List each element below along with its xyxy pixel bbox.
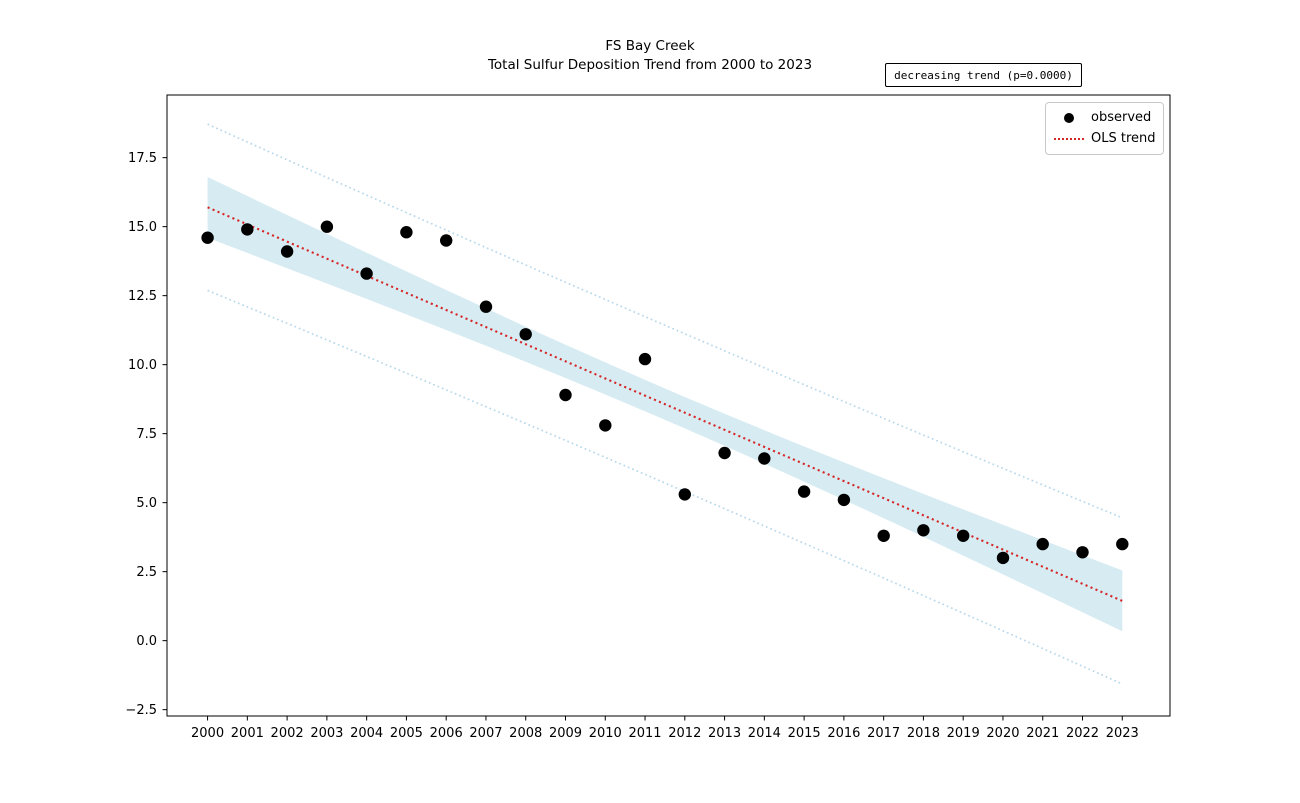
ols-trend-line — [207, 206, 1123, 602]
y-tick-label: 0.0 — [136, 634, 157, 649]
observed-point — [599, 419, 612, 432]
x-tick-label: 2009 — [549, 726, 582, 741]
y-tick-label: 2.5 — [136, 565, 157, 580]
y-tick-label: 15.0 — [128, 220, 157, 235]
legend: observed OLS trend — [1045, 102, 1164, 155]
x-tick-label: 2017 — [867, 726, 900, 741]
y-tick-label: 7.5 — [136, 427, 157, 442]
y-tick-label: 10.0 — [128, 358, 157, 373]
x-tick-label: 2010 — [589, 726, 622, 741]
observed-point — [678, 488, 691, 501]
x-tick-label: 2007 — [469, 726, 502, 741]
legend-item-observed: observed — [1053, 109, 1154, 126]
chart-title: FS Bay Creek Total Sulfur Deposition Tre… — [0, 37, 1300, 74]
observed-point — [996, 551, 1010, 565]
observed-point — [360, 267, 373, 280]
observed-point — [758, 452, 771, 465]
legend-label-ols-trend: OLS trend — [1091, 131, 1156, 146]
legend-item-ols-trend: OLS trend — [1053, 130, 1156, 147]
x-tick-label: 2002 — [271, 726, 304, 741]
observed-point — [917, 524, 930, 537]
observed-point — [559, 388, 572, 402]
x-tick-label: 2019 — [947, 726, 980, 741]
x-tick-label: 2001 — [231, 726, 264, 741]
x-tick-label: 2020 — [986, 726, 1019, 741]
observed-point — [797, 485, 811, 498]
observed-point — [201, 231, 214, 244]
x-tick-label: 2006 — [430, 726, 463, 741]
x-tick-label: 2016 — [827, 726, 860, 741]
observed-point — [280, 245, 294, 258]
x-tick-label: 2003 — [310, 726, 343, 741]
title-line-2: Total Sulfur Deposition Trend from 2000 … — [487, 56, 813, 73]
x-tick-label: 2022 — [1066, 726, 1099, 741]
x-tick-label: 2012 — [668, 726, 701, 741]
x-tick-label: 2008 — [509, 726, 542, 741]
y-tick-label: −2.5 — [125, 703, 157, 718]
observed-point — [1076, 546, 1089, 559]
observed-point — [1036, 537, 1049, 551]
ols-trend-marker-icon — [1053, 137, 1084, 140]
observed-point — [440, 234, 453, 247]
x-tick-label: 2013 — [708, 726, 741, 741]
observed-point — [519, 328, 532, 341]
legend-label-observed: observed — [1091, 110, 1152, 125]
observed-point — [638, 352, 652, 366]
observed-point — [400, 226, 413, 239]
trend-annotation-text: decreasing trend (p=0.0000) — [894, 68, 1073, 82]
y-tick-label: 17.5 — [128, 151, 157, 166]
x-tick-label: 2000 — [191, 726, 224, 741]
x-tick-label: 2014 — [748, 726, 781, 741]
y-tick-label: 12.5 — [128, 289, 157, 304]
x-tick-label: 2015 — [788, 726, 821, 741]
observed-points — [201, 220, 1129, 565]
observed-point — [957, 529, 970, 542]
x-tick-label: 2021 — [1026, 726, 1059, 741]
observed-point — [718, 446, 731, 460]
observed-point — [1116, 537, 1129, 551]
observed-point — [479, 300, 493, 313]
observed-point — [241, 223, 254, 236]
observed-point — [877, 529, 890, 542]
trend-annotation-box: decreasing trend (p=0.0000) — [885, 63, 1082, 87]
observed-point — [837, 493, 851, 507]
observed-point — [320, 220, 334, 233]
axes-frame — [166, 94, 1171, 717]
x-tick-label: 2011 — [628, 726, 661, 741]
x-tick-label: 2005 — [390, 726, 423, 741]
x-axis: 2000 2001 2002 2003 2004 2005 2006 2007 2008 2009… — [191, 716, 1139, 741]
prediction-interval-lines — [207, 123, 1123, 685]
y-tick-label: 5.0 — [136, 496, 157, 511]
observed-marker-icon — [1053, 112, 1084, 123]
title-line-1: FS Bay Creek — [605, 38, 695, 54]
x-tick-label: 2004 — [350, 726, 383, 741]
x-tick-label: 2023 — [1106, 726, 1139, 741]
y-axis: −2.5 0.0 2.5 5.0 7.5 10.0 12.5 15.0 17.5 — [125, 151, 167, 718]
x-tick-label: 2018 — [907, 726, 940, 741]
